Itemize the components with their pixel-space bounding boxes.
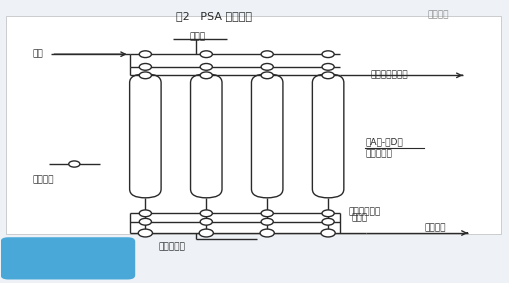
Text: 进气管: 进气管	[189, 33, 206, 42]
FancyBboxPatch shape	[190, 74, 222, 198]
Circle shape	[200, 210, 212, 217]
Circle shape	[139, 51, 152, 57]
Circle shape	[139, 63, 152, 70]
Text: 图2   PSA 工艺流程: 图2 PSA 工艺流程	[176, 11, 252, 21]
Text: 降压与净化气管: 降压与净化气管	[370, 71, 408, 80]
Circle shape	[322, 210, 334, 217]
Circle shape	[322, 63, 334, 70]
FancyBboxPatch shape	[313, 74, 344, 198]
Text: 增压管: 增压管	[352, 214, 368, 223]
Bar	[3, 239, 7, 277]
Text: 凯天环保: 凯天环保	[427, 10, 448, 19]
Text: 产品气体: 产品气体	[425, 223, 446, 232]
Text: 升压与冲洗管: 升压与冲洗管	[348, 207, 381, 216]
Circle shape	[139, 210, 152, 217]
Circle shape	[69, 161, 80, 167]
Text: 2 工艺流程: 2 工艺流程	[40, 251, 93, 266]
Circle shape	[321, 229, 335, 237]
Circle shape	[139, 218, 152, 225]
Circle shape	[139, 72, 152, 79]
Text: 进气: 进气	[32, 50, 43, 59]
FancyBboxPatch shape	[251, 74, 283, 198]
Text: （A）-（D）: （A）-（D）	[365, 138, 403, 147]
FancyBboxPatch shape	[1, 237, 135, 280]
Circle shape	[200, 51, 212, 57]
Circle shape	[200, 72, 212, 79]
Circle shape	[260, 229, 274, 237]
Circle shape	[138, 229, 153, 237]
Circle shape	[261, 210, 273, 217]
Circle shape	[322, 51, 334, 57]
Circle shape	[261, 72, 273, 79]
FancyBboxPatch shape	[130, 74, 161, 198]
Text: 开关阀门: 开关阀门	[32, 175, 53, 184]
Circle shape	[322, 72, 334, 79]
Circle shape	[261, 218, 273, 225]
Bar	[6, 16, 501, 234]
Text: 填料吸附塔: 填料吸附塔	[365, 150, 392, 159]
Circle shape	[200, 218, 212, 225]
Circle shape	[261, 63, 273, 70]
Circle shape	[199, 229, 213, 237]
Text: 产品出气管: 产品出气管	[158, 243, 185, 252]
Circle shape	[200, 63, 212, 70]
Circle shape	[261, 51, 273, 57]
Circle shape	[322, 218, 334, 225]
